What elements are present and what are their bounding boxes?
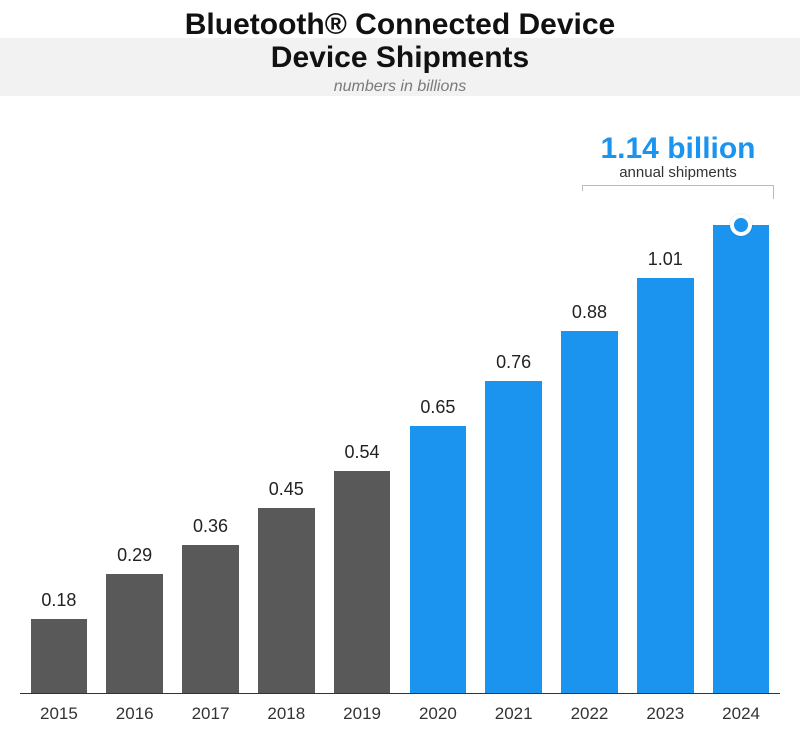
bar: 0.29 bbox=[106, 574, 163, 693]
x-axis-label: 2021 bbox=[481, 704, 547, 724]
callout-leader-line bbox=[582, 185, 774, 199]
bar-value-label: 0.88 bbox=[572, 302, 607, 323]
bar: 0.45 bbox=[258, 508, 315, 693]
chart-title-line2: Device Shipments bbox=[0, 41, 800, 74]
bar-value-label: 0.29 bbox=[117, 545, 152, 566]
bar-value-label: 0.45 bbox=[269, 479, 304, 500]
bar-value-label: 0.36 bbox=[193, 516, 228, 537]
bar-slot: 1.01 bbox=[632, 200, 698, 693]
bar-slot: 0.88 bbox=[557, 200, 623, 693]
callout: 1.14 billion annual shipments bbox=[582, 132, 774, 181]
chart-title-line1: Bluetooth® Connected Device bbox=[0, 8, 800, 41]
bar-slot: 0.36 bbox=[178, 200, 244, 693]
x-axis-label: 2022 bbox=[557, 704, 623, 724]
bar-slot: 0.45 bbox=[253, 200, 319, 693]
highlight-dot-icon bbox=[730, 214, 752, 236]
x-axis: 2015 2016 2017 2018 2019 2020 2021 2022 2023 2024 bbox=[20, 704, 780, 724]
bar-value-label: 0.76 bbox=[496, 352, 531, 373]
bar-value-label: 0.54 bbox=[345, 442, 380, 463]
x-axis-label: 2023 bbox=[632, 704, 698, 724]
bars-container: 0.18 0.29 0.36 0.45 0.54 0.65 0.76 0.88 1.01 1.14 bbox=[20, 200, 780, 693]
bar-value-label: 0.18 bbox=[41, 590, 76, 611]
bar-slot: 0.54 bbox=[329, 200, 395, 693]
bar-slot: 0.18 bbox=[26, 200, 92, 693]
bar: 0.18 bbox=[31, 619, 88, 693]
x-axis-label: 2015 bbox=[26, 704, 92, 724]
bar-slot: 0.65 bbox=[405, 200, 471, 693]
bar: 1.14 bbox=[713, 225, 770, 693]
bar: 0.65 bbox=[410, 426, 467, 693]
bar-slot: 1.14 bbox=[708, 200, 774, 693]
title-block: Bluetooth® Connected Device Device Shipm… bbox=[0, 0, 800, 96]
bar: 0.54 bbox=[334, 471, 391, 693]
chart-subtitle: numbers in billions bbox=[0, 78, 800, 96]
x-axis-label: 2018 bbox=[253, 704, 319, 724]
bar: 0.88 bbox=[561, 331, 618, 693]
chart-plot-area: 0.18 0.29 0.36 0.45 0.54 0.65 0.76 0.88 1.01 1.14 bbox=[20, 200, 780, 694]
x-axis-label: 2020 bbox=[405, 704, 471, 724]
bar-slot: 0.76 bbox=[481, 200, 547, 693]
x-axis-label: 2017 bbox=[178, 704, 244, 724]
bar: 0.36 bbox=[182, 545, 239, 693]
x-axis-label: 2019 bbox=[329, 704, 395, 724]
x-axis-label: 2016 bbox=[102, 704, 168, 724]
callout-value: 1.14 billion bbox=[582, 132, 774, 166]
bar-value-label: 1.01 bbox=[648, 249, 683, 270]
bar-slot: 0.29 bbox=[102, 200, 168, 693]
bar: 1.01 bbox=[637, 278, 694, 693]
x-axis-label: 2024 bbox=[708, 704, 774, 724]
callout-sub: annual shipments bbox=[582, 164, 774, 181]
bar-value-label: 0.65 bbox=[420, 397, 455, 418]
bar: 0.76 bbox=[485, 381, 542, 693]
